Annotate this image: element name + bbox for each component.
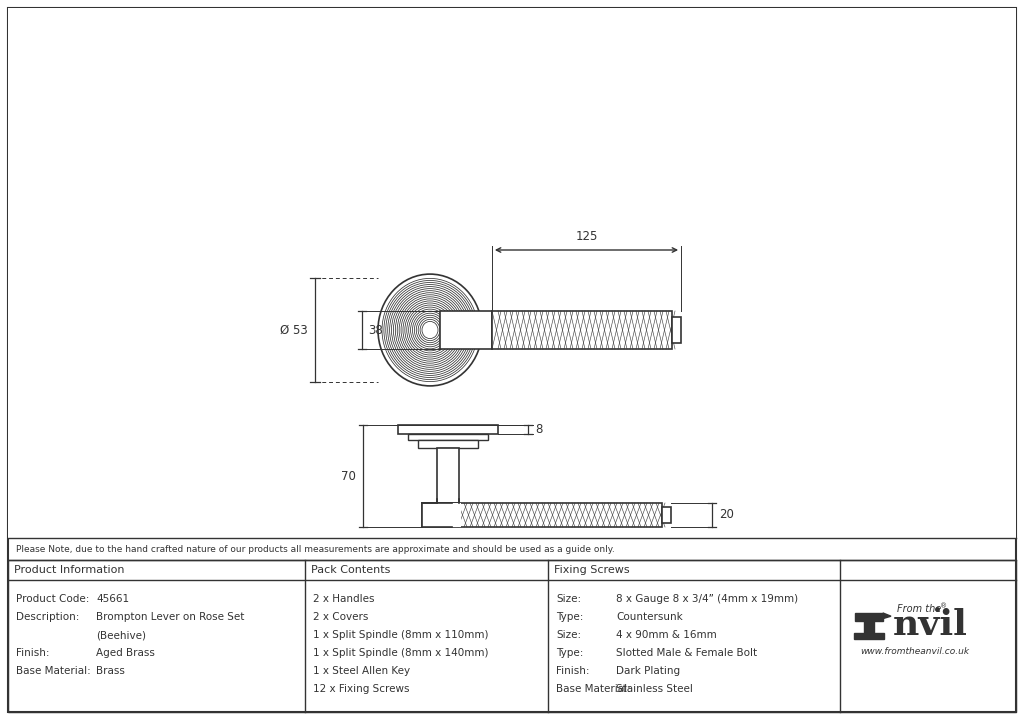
Text: Product Code:: Product Code: — [16, 594, 89, 604]
Text: Description:: Description: — [16, 612, 80, 622]
Text: Aged Brass: Aged Brass — [96, 648, 155, 658]
Bar — [398, 425, 498, 434]
Text: Finish:: Finish: — [556, 666, 590, 676]
Text: nvil: nvil — [893, 608, 968, 642]
Text: 125: 125 — [575, 230, 598, 243]
Bar — [8, 560, 1016, 712]
Text: 8: 8 — [535, 423, 543, 436]
Text: www.fromtheanvil.co.uk: www.fromtheanvil.co.uk — [860, 647, 969, 655]
Text: Size:: Size: — [556, 594, 582, 604]
Text: 38: 38 — [368, 323, 383, 336]
Text: Brompton Lever on Rose Set: Brompton Lever on Rose Set — [96, 612, 245, 622]
Bar — [662, 507, 671, 523]
Bar — [422, 503, 662, 527]
Text: 2 x Handles: 2 x Handles — [313, 594, 375, 604]
Text: 45661: 45661 — [96, 594, 129, 604]
Text: Ø 53: Ø 53 — [281, 323, 308, 336]
Bar — [408, 434, 488, 440]
Text: Please Note, due to the hand crafted nature of our products all measurements are: Please Note, due to the hand crafted nat… — [16, 544, 614, 554]
Text: Type:: Type: — [556, 612, 584, 622]
Text: Countersunk: Countersunk — [616, 612, 683, 622]
Text: ®: ® — [940, 603, 947, 609]
Text: From the: From the — [897, 604, 941, 614]
Text: Base Material:: Base Material: — [556, 684, 631, 694]
Text: 1 x Split Spindle (8mm x 110mm): 1 x Split Spindle (8mm x 110mm) — [313, 630, 488, 640]
Text: 12 x Fixing Screws: 12 x Fixing Screws — [313, 684, 410, 694]
Bar — [418, 440, 478, 448]
Polygon shape — [855, 613, 883, 621]
Text: Finish:: Finish: — [16, 648, 49, 658]
Text: 1 x Split Spindle (8mm x 140mm): 1 x Split Spindle (8mm x 140mm) — [313, 648, 488, 658]
Text: 8 x Gauge 8 x 3/4” (4mm x 19mm): 8 x Gauge 8 x 3/4” (4mm x 19mm) — [616, 594, 798, 604]
Polygon shape — [883, 613, 891, 618]
Text: Brass: Brass — [96, 666, 125, 676]
Text: 2 x Covers: 2 x Covers — [313, 612, 369, 622]
Bar — [422, 503, 452, 527]
Circle shape — [425, 325, 435, 335]
Bar — [429, 503, 461, 527]
Polygon shape — [854, 633, 884, 639]
Bar — [492, 311, 672, 349]
Text: Type:: Type: — [556, 648, 584, 658]
Text: Pack Contents: Pack Contents — [311, 565, 390, 575]
Text: 1 x Steel Allen Key: 1 x Steel Allen Key — [313, 666, 411, 676]
Bar — [440, 311, 492, 349]
Text: Base Material:: Base Material: — [16, 666, 91, 676]
Bar — [492, 311, 672, 349]
Text: 20: 20 — [719, 508, 734, 521]
Text: (Beehive): (Beehive) — [96, 630, 146, 640]
Bar — [422, 503, 662, 527]
Bar — [672, 317, 681, 343]
Text: Stainless Steel: Stainless Steel — [616, 684, 693, 694]
Text: Size:: Size: — [556, 630, 582, 640]
Bar — [440, 311, 492, 349]
Bar — [8, 8, 1016, 538]
Bar — [437, 448, 459, 503]
Text: Product Information: Product Information — [14, 565, 125, 575]
Polygon shape — [864, 621, 874, 633]
Text: 4 x 90mm & 16mm: 4 x 90mm & 16mm — [616, 630, 717, 640]
Text: 70: 70 — [341, 469, 356, 482]
Text: Slotted Male & Female Bolt: Slotted Male & Female Bolt — [616, 648, 757, 658]
Text: Dark Plating: Dark Plating — [616, 666, 680, 676]
Text: Fixing Screws: Fixing Screws — [554, 565, 630, 575]
